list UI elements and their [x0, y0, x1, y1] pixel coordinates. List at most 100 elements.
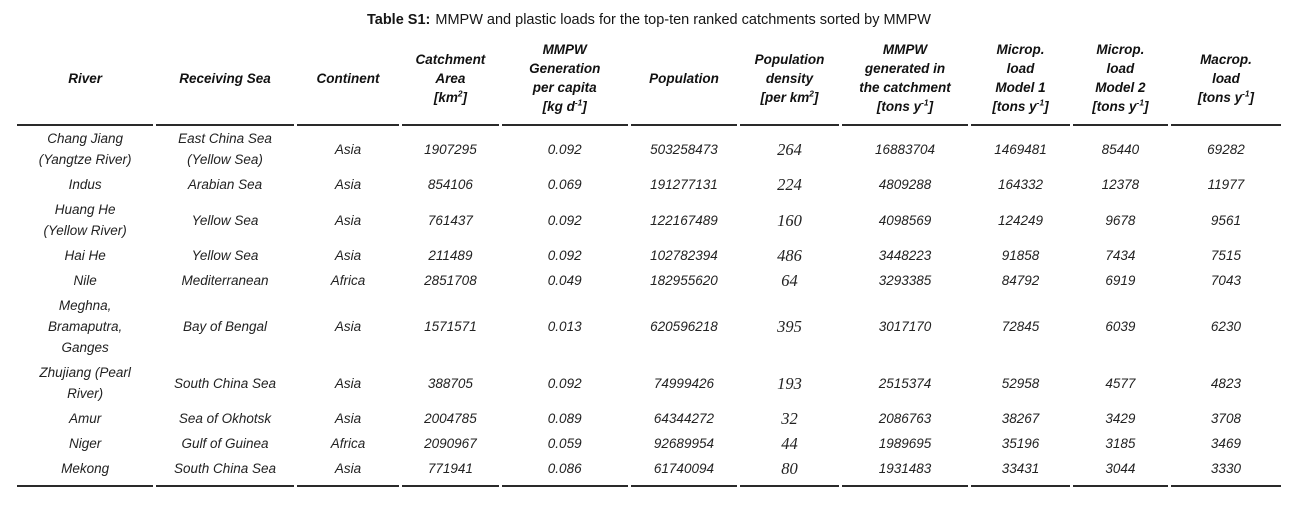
table-row: Indus Arabian Sea Asia 854106 0.069 191277131… [17, 172, 1281, 197]
cell-catchment-area: 211489 [428, 248, 473, 263]
table-body: Chang Jiang (Yangtze River) East China Sea… [17, 126, 1281, 487]
cell-microp-load-model2: 4577 [1105, 375, 1136, 391]
cell-river: Huang He (Yellow River) [43, 202, 127, 238]
cell-microp-load-model1: 124249 [997, 212, 1044, 228]
cell-river: Niger [69, 436, 102, 451]
header-catchment-area: Catchment Area [km2] [402, 36, 499, 126]
cell-continent: Asia [334, 319, 362, 334]
cell-macrop-load: 69282 [1207, 141, 1245, 157]
cell-receiving-sea: Bay of Bengal [182, 319, 268, 334]
cell-mmpw-generated: 1931483 [841, 456, 969, 487]
cell-continent: Asia [334, 411, 362, 426]
cell-mmpw-generated: 3017170 [878, 319, 932, 334]
table-row: Huang He (Yellow River) Yellow Sea Asia 7614… [17, 197, 1281, 243]
cell-microp-load-model1: 84792 [1001, 273, 1040, 288]
header-microp-load-model1: Microp. load Model 1 [tons y-1] [971, 36, 1070, 126]
cell-receiving-sea: South China Sea [173, 375, 277, 391]
cell-catchment-area: 388705 [427, 375, 473, 391]
cell-macrop-load: 4823 [1210, 375, 1241, 391]
cell-catchment-area: 761437 [427, 212, 473, 228]
cell-mmpw-per-capita: 0.059 [547, 436, 582, 451]
cell-population: 182955620 [650, 273, 718, 288]
cell-receiving-sea: Arabian Sea [187, 177, 263, 192]
cell-population-density: 160 [777, 210, 802, 230]
cell-macrop-load: 3708 [1210, 411, 1241, 426]
cell-population-density: 32 [781, 409, 798, 428]
cell-microp-load-model2: 9678 [1105, 212, 1136, 228]
header-population-density: Population density [per km2] [740, 36, 839, 126]
cell-receiving-sea: Yellow Sea [191, 212, 259, 228]
cell-population: 620596218 [650, 319, 718, 334]
cell-mmpw-per-capita: 0.049 [547, 273, 582, 288]
cell-catchment-area: 1571571 [424, 319, 477, 334]
cell-microp-load-model1: 35196 [1001, 436, 1040, 451]
cell-population: 102782394 [650, 248, 718, 263]
cell-population: 61740094 [630, 456, 738, 487]
cell-microp-load-model2: 3185 [1105, 436, 1136, 451]
cell-microp-load-model1: 38267 [1001, 411, 1040, 426]
cell-macrop-load: 7043 [1210, 273, 1241, 288]
cell-mmpw-per-capita: 0.092 [547, 375, 582, 391]
cell-mmpw-generated: 2086763 [878, 411, 932, 426]
cell-receiving-sea: South China Sea [156, 456, 294, 487]
cell-population-density: 193 [777, 373, 802, 393]
cell-microp-load-model1: 164332 [997, 177, 1044, 192]
cell-catchment-area: 2090967 [424, 436, 477, 451]
cell-mmpw-generated: 4809288 [878, 177, 932, 192]
table-row: Meghna, Bramaputra, Ganges Bay of Bengal Asi… [17, 293, 1281, 360]
data-table: River Receiving Sea Continent Catchment Area… [14, 36, 1284, 487]
cell-microp-load-model1: 1469481 [994, 141, 1047, 157]
cell-microp-load-model2: 3044 [1072, 456, 1168, 487]
header-continent: Continent [296, 36, 400, 126]
cell-population-density: 80 [740, 456, 839, 487]
table-header: River Receiving Sea Continent Catchment Area… [17, 36, 1281, 126]
cell-population-density: 64 [781, 271, 798, 290]
cell-receiving-sea: East China Sea (Yellow Sea) [178, 131, 272, 167]
cell-river: Amur [69, 411, 102, 426]
cell-river: Chang Jiang (Yangtze River) [38, 131, 132, 167]
cell-mmpw-per-capita: 0.092 [547, 212, 582, 228]
cell-continent: Asia [334, 212, 362, 228]
header-microp-load-model2: Microp. load Model 2 [tons y-1] [1072, 36, 1168, 126]
cell-macrop-load: 3469 [1210, 436, 1241, 451]
cell-continent: Asia [334, 141, 362, 157]
cell-macrop-load: 6230 [1210, 319, 1241, 334]
cell-mmpw-generated: 2515374 [878, 375, 932, 391]
cell-microp-load-model1: 91858 [1001, 248, 1040, 263]
document-page: Table S1: MMPW and plastic loads for the … [14, 12, 1284, 487]
cell-macrop-load: 7515 [1210, 248, 1241, 263]
header-row: River Receiving Sea Continent Catchment Area… [17, 36, 1281, 126]
cell-continent: Asia [334, 375, 362, 391]
cell-river: Zhujiang (Pearl River) [39, 365, 131, 401]
cell-continent: Asia [296, 456, 400, 487]
cell-catchment-area: 854106 [427, 177, 473, 192]
table-row: Mekong South China Sea Asia 771941 0.086 6174… [17, 456, 1281, 487]
cell-microp-load-model2: 3429 [1105, 411, 1136, 426]
cell-continent: Africa [330, 436, 366, 451]
table-caption-text: MMPW and plastic loads for the top-ten r… [435, 12, 931, 28]
cell-population-density: 486 [777, 246, 802, 265]
header-receiving-sea: Receiving Sea [156, 36, 294, 126]
cell-population-density: 395 [777, 317, 802, 336]
cell-river: Mekong [17, 456, 154, 487]
cell-mmpw-generated: 3293385 [878, 273, 932, 288]
header-mmpw-per-capita: MMPW Generation per capita [kg d-1] [501, 36, 628, 126]
table-row: Niger Gulf of Guinea Africa 2090967 0.059 926… [17, 431, 1281, 456]
cell-catchment-area: 2851708 [424, 273, 477, 288]
cell-macrop-load: 9561 [1210, 212, 1241, 228]
cell-receiving-sea: Sea of Okhotsk [178, 411, 272, 426]
cell-receiving-sea: Gulf of Guinea [181, 436, 269, 451]
cell-population-density: 224 [777, 175, 802, 194]
cell-mmpw-per-capita: 0.013 [547, 319, 582, 334]
cell-microp-load-model1: 52958 [1001, 375, 1040, 391]
cell-river: Nile [73, 273, 97, 288]
cell-mmpw-per-capita: 0.069 [547, 177, 582, 192]
cell-population: 122167489 [650, 212, 718, 228]
cell-microp-load-model2: 12378 [1101, 177, 1140, 192]
cell-microp-load-model2: 6039 [1105, 319, 1136, 334]
cell-microp-load-model1: 33431 [971, 456, 1070, 487]
cell-mmpw-generated: 1989695 [878, 436, 932, 451]
table-row: Chang Jiang (Yangtze River) East China Sea… [17, 126, 1281, 172]
cell-microp-load-model2: 6919 [1105, 273, 1136, 288]
header-mmpw-generated: MMPW generated in the catchment [tons y-1] [841, 36, 969, 126]
